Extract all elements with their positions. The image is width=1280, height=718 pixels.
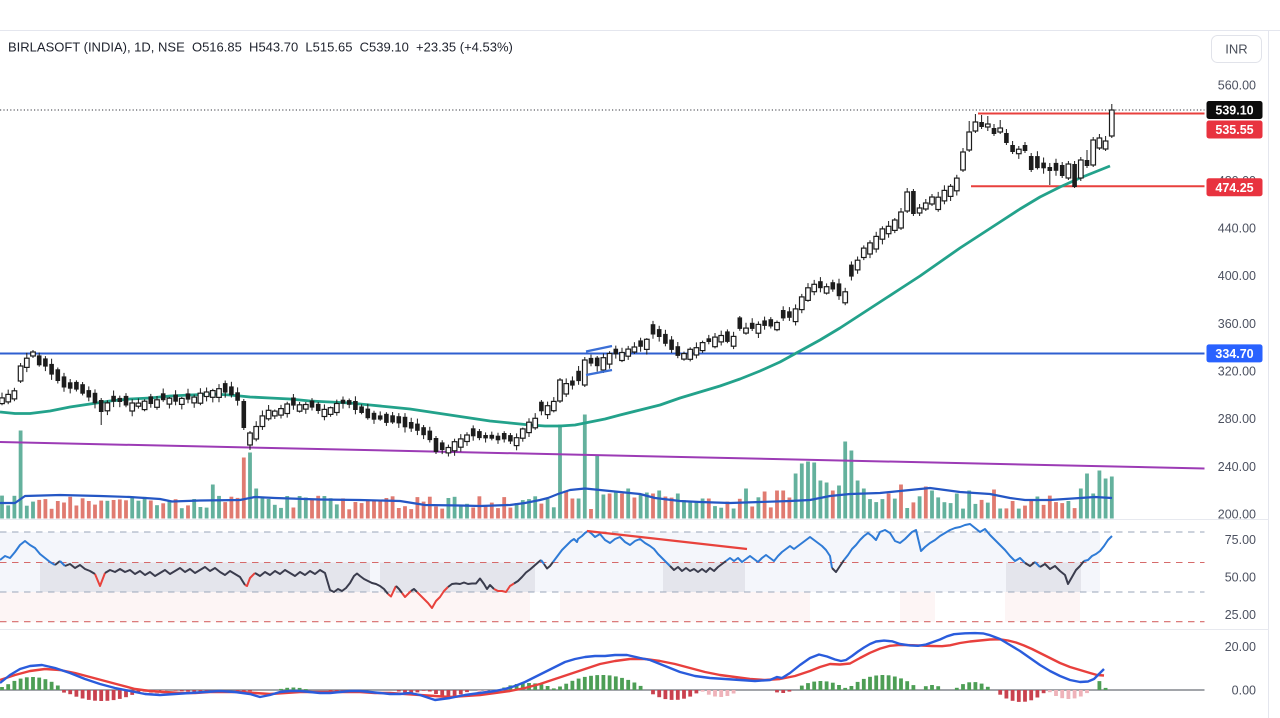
svg-text:560.00: 560.00 — [1218, 79, 1256, 93]
svg-text:0.00: 0.00 — [1232, 684, 1256, 698]
svg-text:280.00: 280.00 — [1218, 412, 1256, 426]
svg-text:474.25: 474.25 — [1215, 181, 1253, 195]
svg-text:200.00: 200.00 — [1218, 508, 1256, 522]
svg-text:535.55: 535.55 — [1215, 123, 1253, 137]
svg-text:50.00: 50.00 — [1225, 571, 1256, 585]
svg-text:20.00: 20.00 — [1225, 640, 1256, 654]
svg-text:334.70: 334.70 — [1215, 347, 1253, 361]
svg-text:400.00: 400.00 — [1218, 269, 1256, 283]
svg-text:INR: INR — [1225, 42, 1247, 57]
svg-text:360.00: 360.00 — [1218, 317, 1256, 331]
svg-text:320.00: 320.00 — [1218, 365, 1256, 379]
svg-text:240.00: 240.00 — [1218, 460, 1256, 474]
svg-text:BIRLASOFT (INDIA), 1D, NSE O5: BIRLASOFT (INDIA), 1D, NSE O516.85 H543.… — [8, 40, 513, 55]
svg-text:440.00: 440.00 — [1218, 222, 1256, 236]
svg-text:25.00: 25.00 — [1225, 608, 1256, 622]
svg-text:75.00: 75.00 — [1225, 533, 1256, 547]
svg-text:539.10: 539.10 — [1215, 104, 1253, 118]
